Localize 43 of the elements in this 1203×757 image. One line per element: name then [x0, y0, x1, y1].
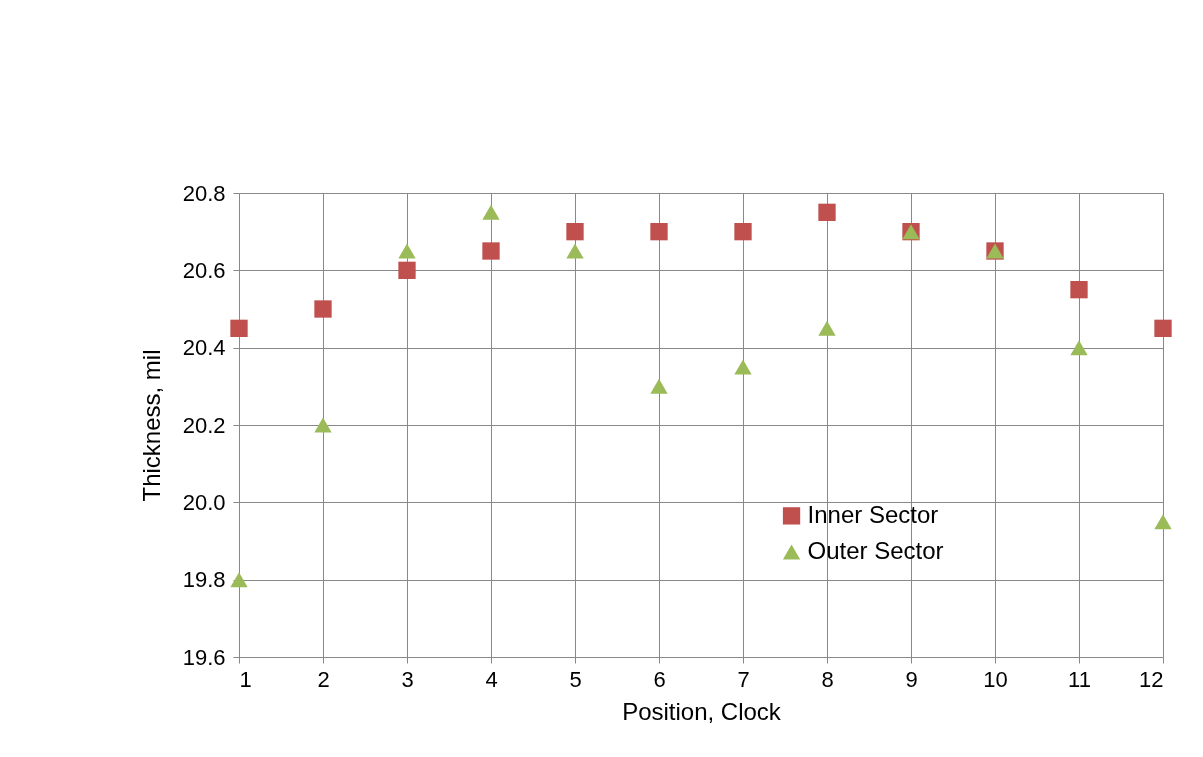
point [566, 223, 584, 241]
y-tick-label: 19.6 [182, 644, 226, 670]
legend-label: Outer Sector [807, 536, 944, 564]
x-tick-label: 6 [653, 666, 666, 692]
point [818, 320, 836, 336]
y-tick-label: 20.6 [182, 257, 226, 283]
point [734, 359, 752, 375]
y-tick-label: 20.0 [182, 489, 226, 515]
point [1070, 281, 1088, 299]
legend-label: Inner Sector [807, 500, 939, 528]
point [650, 378, 668, 394]
point [482, 242, 500, 260]
y-tick-label: 20.4 [182, 335, 226, 361]
point [566, 243, 584, 259]
point [230, 319, 248, 337]
point [482, 204, 500, 220]
y-axis-title: Thickness, mil [137, 349, 165, 502]
x-tick-label: 9 [905, 666, 918, 692]
point [1154, 319, 1172, 337]
y-tick-label: 20.8 [182, 180, 226, 206]
x-tick-label: 7 [737, 666, 750, 692]
point [1154, 514, 1172, 530]
x-tick-label: 11 [1068, 666, 1091, 692]
x-tick-label: 4 [485, 666, 498, 692]
point [818, 203, 836, 221]
point [398, 243, 416, 259]
x-tick-label: 12 [1139, 666, 1164, 692]
point [650, 223, 668, 241]
x-tick-label: 2 [317, 666, 330, 692]
x-tick-label: 8 [821, 666, 834, 692]
y-tick-label: 20.2 [182, 412, 226, 438]
x-tick-label: 1 [239, 666, 252, 692]
point [398, 261, 416, 279]
x-axis-title: Position, Clock [622, 697, 782, 725]
x-tick-label: 3 [401, 666, 414, 692]
point [230, 572, 248, 588]
point [314, 300, 332, 318]
x-tick-label: 5 [569, 666, 582, 692]
x-tick-label: 10 [983, 666, 1008, 692]
point [1070, 340, 1088, 356]
point [314, 417, 332, 433]
point [734, 223, 752, 241]
y-tick-label: 19.8 [182, 567, 226, 593]
